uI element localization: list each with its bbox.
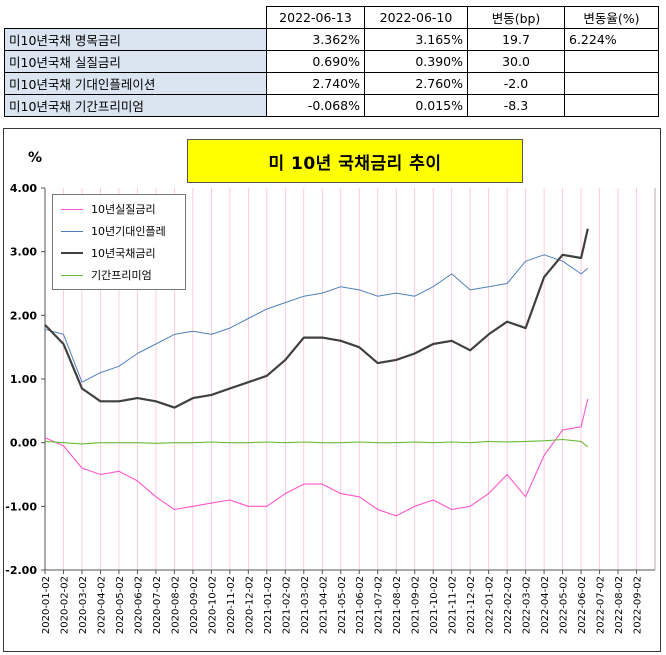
legend-item: 기간프리미엄 <box>53 264 185 286</box>
table-row: 미10년국채 명목금리 3.362% 3.165% 19.7 6.224% <box>4 28 659 51</box>
x-tick-label: 2022-05-02 <box>559 576 570 634</box>
x-tick-label: 2020-08-02 <box>170 576 181 634</box>
x-tick-label: 2021-08-02 <box>392 576 403 634</box>
value-cell: 3.165% <box>364 28 468 51</box>
y-axis-unit: % <box>28 150 43 166</box>
value-cell: 0.390% <box>364 50 468 73</box>
x-tick-label: 2020-11-02 <box>226 576 237 634</box>
legend-label: 기간프리미엄 <box>91 269 152 282</box>
y-tick-label: 1.00 <box>10 373 37 386</box>
row-label: 미10년국채 명목금리 <box>4 28 267 51</box>
change-pct-cell <box>564 94 659 117</box>
table-row: 미10년국채 기대인플레이션 2.740% 2.760% -2.0 <box>4 72 659 95</box>
table-row: 미10년국채 실질금리 0.690% 0.390% 30.0 <box>4 50 659 73</box>
value-cell: 2.740% <box>266 72 365 95</box>
legend-label: 10년실질금리 <box>91 203 156 216</box>
x-tick-label: 2022-07-02 <box>596 576 607 634</box>
value-cell: 0.015% <box>364 94 468 117</box>
series-line <box>44 228 589 409</box>
table-row: 미10년국채 기간프리미엄 -0.068% 0.015% -8.3 <box>4 94 659 117</box>
legend-item: 10년실질금리 <box>53 198 185 220</box>
header-cell: 2022-06-13 <box>266 6 365 29</box>
x-tick-label: 2020-10-02 <box>207 576 218 634</box>
x-tick-label: 2022-02-02 <box>503 576 514 634</box>
x-tick-label: 2022-04-02 <box>540 576 551 634</box>
x-tick-label: 2021-09-02 <box>411 576 422 634</box>
x-tick-label: 2020-09-02 <box>189 576 200 634</box>
header-cell: 변동(bp) <box>467 6 565 29</box>
change-pct-cell <box>564 72 659 95</box>
x-tick-label: 2021-06-02 <box>355 576 366 634</box>
table-header-row: 2022-06-13 2022-06-10 변동(bp) 변동율(%) <box>4 6 659 29</box>
legend-swatch <box>61 208 83 210</box>
legend-item: 10년국채금리 <box>53 242 185 264</box>
x-tick-label: 2020-02-02 <box>59 576 70 634</box>
x-tick-label: 2022-09-02 <box>633 576 644 634</box>
x-tick-label: 2022-08-02 <box>614 576 625 634</box>
value-cell: 0.690% <box>266 50 365 73</box>
rates-table: 2022-06-13 2022-06-10 변동(bp) 변동율(%) 미10년… <box>4 6 659 117</box>
series-line <box>44 438 589 448</box>
header-cell: 변동율(%) <box>564 6 659 29</box>
x-tick-label: 2020-12-02 <box>244 576 255 634</box>
x-tick-label: 2022-03-02 <box>522 576 533 634</box>
y-tick-label: 4.00 <box>10 182 37 195</box>
legend-swatch <box>61 274 83 276</box>
x-tick-label: 2021-02-02 <box>281 576 292 634</box>
legend-label: 10년기대인플레 <box>91 225 166 238</box>
value-cell: -0.068% <box>266 94 365 117</box>
x-tick-label: 2020-06-02 <box>133 576 144 634</box>
change-pct-cell: 6.224% <box>564 28 659 51</box>
row-label: 미10년국채 실질금리 <box>4 50 267 73</box>
x-tick-label: 2020-05-02 <box>115 576 126 634</box>
legend-label: 10년국채금리 <box>91 247 156 260</box>
x-tick-label: 2021-12-02 <box>466 576 477 634</box>
x-tick-label: 2021-05-02 <box>337 576 348 634</box>
x-tick-label: 2020-03-02 <box>78 576 89 634</box>
y-tick-label: -1.00 <box>5 500 37 513</box>
x-tick-label: 2020-04-02 <box>96 576 107 634</box>
legend-swatch <box>61 252 83 254</box>
x-tick-label: 2021-04-02 <box>318 576 329 634</box>
series-line <box>44 254 589 383</box>
x-tick-label: 2021-07-02 <box>374 576 385 634</box>
y-tick-label: -2.00 <box>5 564 37 577</box>
y-tick-label: 0.00 <box>10 437 37 450</box>
y-tick-label: 3.00 <box>10 246 37 259</box>
x-tick-label: 2021-01-02 <box>263 576 274 634</box>
x-tick-label: 2021-11-02 <box>448 576 459 634</box>
legend-item: 10년기대인플레 <box>53 220 185 242</box>
series-line <box>44 398 589 517</box>
x-tick-label: 2022-06-02 <box>577 576 588 634</box>
x-tick-label: 2022-01-02 <box>485 576 496 634</box>
x-tick-label: 2021-03-02 <box>300 576 311 634</box>
legend-swatch <box>61 230 83 232</box>
change-cell: 30.0 <box>467 50 565 73</box>
x-tick-label: 2020-01-02 <box>41 576 52 634</box>
x-tick-label: 2020-07-02 <box>152 576 163 634</box>
chart-title: 미 10년 국채금리 추이 <box>187 139 523 183</box>
value-cell: 2.760% <box>364 72 468 95</box>
y-tick-label: 2.00 <box>10 309 37 322</box>
x-tick-label: 2021-10-02 <box>429 576 440 634</box>
